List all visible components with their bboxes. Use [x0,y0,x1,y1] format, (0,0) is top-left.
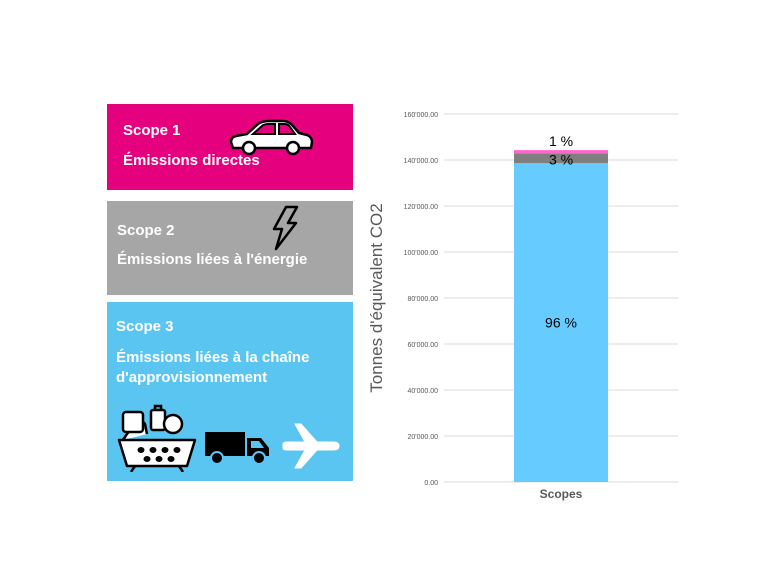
data-label-3: 1 % [549,133,573,149]
y-tick-label: 140'000.00 [404,158,439,165]
y-axis-label: Tonnes d'équivalent CO2 [367,203,386,392]
scope-3-card: Scope 3 Émissions liées à la chaîne d'ap… [107,302,353,481]
y-tick-label: 20'000.00 [407,434,438,441]
scope-2-description: Émissions liées à l'énergie [117,251,308,268]
y-tick-label: 160'000.00 [404,112,439,119]
lightning-bolt-icon [272,205,299,251]
scope-3-title: Scope 3 [116,318,174,335]
y-tick-label: 100'000.00 [404,250,439,257]
grocery-basket-icon [117,404,197,472]
scope-1-card: Scope 1 Émissions directes [107,104,353,190]
delivery-truck-icon [205,432,269,465]
y-tick-label: 60'000.00 [407,342,438,349]
scope-2-card: Scope 2 Émissions liées à l'énergie [107,201,353,295]
y-axis-ticks: 0.00 20'000.00 40'000.00 60'000.00 80'000.00… [404,112,439,487]
x-axis-category-label: Scopes [540,487,583,501]
car-icon [229,119,314,156]
emissions-chart: Tonnes d'équivalent CO2 0.00 20'000.00 40'… [367,112,678,501]
scope-2-title: Scope 2 [117,222,175,239]
airplane-icon [282,423,340,469]
data-label-1: 96 % [545,315,577,331]
bar-segment-3 [514,150,608,154]
data-label-2: 3 % [549,151,573,167]
bar-segment-1 [514,163,608,482]
y-tick-label: 120'000.00 [404,204,439,211]
scope-3-description-line-2: d'approvisionnement [116,369,268,386]
scope-3-description-line-1: Émissions liées à la chaîne [116,349,310,366]
y-tick-label: 40'000.00 [407,388,438,395]
scope-1-title: Scope 1 [123,122,181,139]
data-labels: 96 % 3 % 1 % [545,133,577,330]
scope-1-description: Émissions directes [123,152,260,169]
bar-segment-2 [514,153,608,164]
y-tick-label: 0.00 [424,480,438,487]
y-tick-label: 80'000.00 [407,296,438,303]
bar-segments [514,150,608,482]
